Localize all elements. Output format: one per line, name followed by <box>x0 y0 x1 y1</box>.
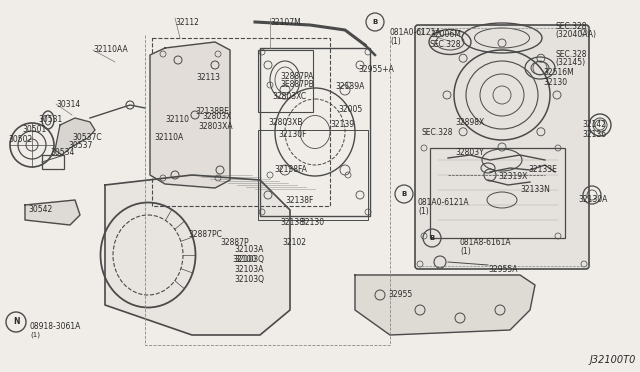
Text: 30542: 30542 <box>28 205 52 214</box>
Text: 32803XA: 32803XA <box>198 122 232 131</box>
Text: 081A8-6161A: 081A8-6161A <box>460 238 511 247</box>
Text: (1): (1) <box>390 37 401 46</box>
Text: 32955A: 32955A <box>488 265 518 274</box>
Text: (32040AA): (32040AA) <box>555 30 596 39</box>
Text: 32130F: 32130F <box>278 130 307 139</box>
Text: 30501: 30501 <box>22 125 46 134</box>
Text: 081A0-6121A: 081A0-6121A <box>390 28 442 37</box>
Text: (1): (1) <box>30 331 40 337</box>
Text: 32112: 32112 <box>175 18 199 27</box>
Text: 32103A: 32103A <box>234 245 264 254</box>
Text: 32887PC: 32887PC <box>188 230 222 239</box>
Text: SEC.328: SEC.328 <box>430 40 461 49</box>
Text: 32319X: 32319X <box>498 172 527 181</box>
Text: SEC.328: SEC.328 <box>555 22 586 31</box>
Text: (1): (1) <box>460 247 471 256</box>
Text: 32138F: 32138F <box>285 196 314 205</box>
Text: 30531: 30531 <box>38 115 62 124</box>
Polygon shape <box>25 200 80 225</box>
Text: 32136: 32136 <box>582 130 606 139</box>
Text: (32145): (32145) <box>555 58 585 67</box>
Text: SEC.328: SEC.328 <box>555 50 586 59</box>
Text: N: N <box>13 317 19 327</box>
Text: 32110A: 32110A <box>154 133 183 142</box>
Bar <box>258 50 313 112</box>
FancyBboxPatch shape <box>415 25 589 269</box>
Text: 32955+A: 32955+A <box>358 65 394 74</box>
Text: 32103Q: 32103Q <box>234 255 264 264</box>
Text: 30534: 30534 <box>50 148 74 157</box>
Bar <box>430 148 565 238</box>
Text: 32107M: 32107M <box>270 18 301 27</box>
Text: 30537C: 30537C <box>72 133 102 142</box>
Text: 32516M: 32516M <box>543 68 573 77</box>
Text: 32138: 32138 <box>280 218 304 227</box>
Text: 32139A: 32139A <box>335 82 364 91</box>
Text: 32103A: 32103A <box>234 265 264 274</box>
Text: 32803X: 32803X <box>202 112 232 121</box>
Text: B: B <box>401 191 406 197</box>
Polygon shape <box>355 275 535 335</box>
Text: 32803XB: 32803XB <box>268 118 303 127</box>
Text: 32803XC: 32803XC <box>272 92 306 101</box>
Text: 32102: 32102 <box>282 238 306 247</box>
Text: 32110AA: 32110AA <box>93 45 128 54</box>
Bar <box>260 48 370 216</box>
Text: (1): (1) <box>418 207 429 216</box>
Bar <box>258 130 368 220</box>
Text: 32005: 32005 <box>338 105 362 114</box>
Text: 32133E: 32133E <box>528 165 557 174</box>
Bar <box>42 155 64 169</box>
Text: SEC.328: SEC.328 <box>422 128 454 137</box>
Text: 30314: 30314 <box>56 100 80 109</box>
Text: B: B <box>372 19 378 25</box>
Text: 32803Y: 32803Y <box>455 148 484 157</box>
Text: 32103Q: 32103Q <box>234 275 264 284</box>
Text: 32100: 32100 <box>232 255 256 264</box>
Text: 32138FA: 32138FA <box>274 165 307 174</box>
Text: 32130: 32130 <box>543 78 567 87</box>
Text: 30537: 30537 <box>68 141 92 150</box>
Text: 081A0-6121A: 081A0-6121A <box>418 198 470 207</box>
Text: 32130: 32130 <box>300 218 324 227</box>
Text: 32887PA: 32887PA <box>280 72 314 81</box>
Polygon shape <box>150 42 230 188</box>
Text: 32898X: 32898X <box>455 118 484 127</box>
Text: 32138BE: 32138BE <box>195 107 229 116</box>
Text: 32113: 32113 <box>196 73 220 82</box>
Text: 30502: 30502 <box>8 135 32 144</box>
Text: 32130A: 32130A <box>578 195 607 204</box>
Bar <box>152 38 330 206</box>
Text: 32133N: 32133N <box>520 185 550 194</box>
Text: 32887P: 32887P <box>220 238 248 247</box>
Text: 32006M: 32006M <box>430 30 461 39</box>
Polygon shape <box>55 118 95 155</box>
Polygon shape <box>105 175 290 335</box>
Text: 3E887PB: 3E887PB <box>280 80 314 89</box>
Text: 32955: 32955 <box>388 290 412 299</box>
Text: B: B <box>429 235 435 241</box>
Text: 32142: 32142 <box>582 120 606 129</box>
Text: 32139: 32139 <box>330 120 354 129</box>
Text: J32100T0: J32100T0 <box>590 355 636 365</box>
Text: 32110: 32110 <box>165 115 189 124</box>
Text: 08918-3061A: 08918-3061A <box>30 322 81 331</box>
